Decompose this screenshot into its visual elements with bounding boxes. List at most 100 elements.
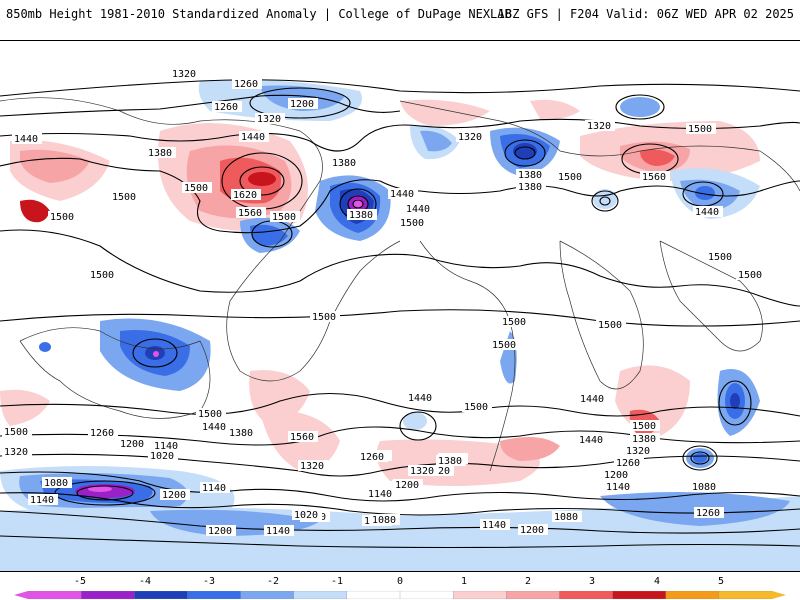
colorbar-tick: 2 (524, 576, 532, 587)
contour-label: 1440 (406, 204, 430, 215)
colorbar-segment (452, 591, 507, 599)
colorbar-segment (665, 591, 720, 599)
contour-label: 1560 (290, 432, 314, 443)
contour-label: 1500 (708, 252, 732, 263)
colorbar-tick: -4 (138, 576, 152, 587)
contour-label: 1380 (438, 456, 462, 467)
contour-label: 1440 (408, 393, 432, 404)
contour-label: 1440 (579, 435, 603, 446)
contour-label: 1200 (290, 99, 314, 110)
contour-label: 1440 (202, 422, 226, 433)
contour-label: 1320 (458, 132, 482, 143)
contour-label: 1560 (642, 172, 666, 183)
colorbar-segment (134, 591, 189, 599)
contour-label: 1380 (229, 428, 253, 439)
contour-label: 1500 (502, 317, 526, 328)
contour-label: 1500 (558, 172, 582, 183)
colorbar-tick: -1 (330, 576, 344, 587)
contour-label: 1260 (234, 79, 258, 90)
contour-label: 1500 (688, 124, 712, 135)
colorbar-tick: 3 (588, 576, 596, 587)
contour-label: 1500 (198, 409, 222, 420)
contour-label: 1200 (520, 525, 544, 536)
colorbar-arrow-left (14, 591, 28, 599)
contour-label: 1200 (208, 526, 232, 537)
contour-label: 1140 (266, 526, 290, 537)
contour-label: 1440 (580, 394, 604, 405)
contour-label: 1140 (154, 441, 178, 452)
contour-label: 1500 (598, 320, 622, 331)
contour-label: 1320 (300, 461, 324, 472)
colorbar-segment (187, 591, 242, 599)
contour-label: 1500 (50, 212, 74, 223)
contour-label: 1380 (148, 148, 172, 159)
contour-label: 1020 (294, 510, 318, 521)
contour-label: 1500 (4, 427, 28, 438)
contour-label: 1320 (257, 114, 281, 125)
contour-label: 1320 (172, 69, 196, 80)
contour-label: 1440 (695, 207, 719, 218)
colorbar-tick: 5 (717, 576, 725, 587)
colorbar-segment (27, 591, 82, 599)
colorbar-segment (293, 591, 348, 599)
contour-label: 1260 (214, 102, 238, 113)
contour-label: 1080 (44, 478, 68, 489)
map-title: 850mb Height 1981-2010 Standardized Anom… (6, 7, 512, 21)
contour-label: 1500 (738, 270, 762, 281)
contour-label: 1140 (368, 489, 392, 500)
contour-label: 1500 (464, 402, 488, 413)
contour-label: 1620 (233, 190, 257, 201)
contour-label: 1500 (492, 340, 516, 351)
contour-label: 1320 (426, 466, 450, 477)
colorbar-tick: 4 (653, 576, 661, 587)
colorbar-segment (559, 591, 614, 599)
colorbar-segment (506, 591, 561, 599)
colorbar-tick: 1 (460, 576, 468, 587)
contour-label: 1500 (632, 421, 656, 432)
contour-label: 1500 (90, 270, 114, 281)
colorbar-segment (718, 591, 773, 599)
model-run-info: 18Z GFS | F204 Valid: 06Z WED APR 02 202… (497, 7, 794, 21)
colorbar-segment (80, 591, 135, 599)
contour-label: 1380 (349, 210, 373, 221)
contour-label: 1500 (184, 183, 208, 194)
contour-label: 1200 (604, 470, 628, 481)
contour-label: 1440 (241, 132, 265, 143)
contour-label: 1440 (14, 134, 38, 145)
contour-label: 1380 (518, 182, 542, 193)
contour-labels: 1320 1260 1200 1260 1440 1380 1440 1500 … (2, 68, 766, 537)
contour-label: 1260 (616, 458, 640, 469)
contour-label: 1500 (312, 312, 336, 323)
contour-label: 1380 (332, 158, 356, 169)
contour-label: 1140 (202, 483, 226, 494)
contour-label: 1260 (360, 452, 384, 463)
colorbar-segment (399, 591, 454, 599)
contour-label: 1260 (696, 508, 720, 519)
contour-label: 1500 (400, 218, 424, 229)
colorbar-tick: -3 (202, 576, 216, 587)
contour-label: 1320 (626, 446, 650, 457)
colorbar-segment (346, 591, 401, 599)
contour-label: 1080 (692, 482, 716, 493)
anomaly-map: 1320 1260 1200 1260 1440 1380 1440 1500 … (0, 40, 800, 572)
colorbar-segments (27, 591, 773, 599)
colorbar-tick: -5 (73, 576, 87, 587)
colorbar-segment (240, 591, 295, 599)
map-canvas: 1320 1260 1200 1260 1440 1380 1440 1500 … (0, 68, 800, 571)
contour-label: 1320 (587, 121, 611, 132)
contour-label: 1320 (4, 447, 28, 458)
contour-label: 1500 (272, 212, 296, 223)
contour-label: 1320 (410, 466, 434, 477)
contour-label: 1380 (632, 434, 656, 445)
contour-label: 1140 (30, 495, 54, 506)
colorbar-tick: -2 (266, 576, 280, 587)
contour-label: 1200 (395, 480, 419, 491)
contour-label: 1440 (390, 189, 414, 200)
contour-label: 1200 (120, 439, 144, 450)
contour-label: 1500 (112, 192, 136, 203)
contour-label: 1200 (162, 490, 186, 501)
colorbar-tick: 0 (396, 576, 404, 587)
contour-label: 1560 (238, 208, 262, 219)
anomaly-colorbar (14, 591, 786, 599)
contour-label: 1140 (482, 520, 506, 531)
